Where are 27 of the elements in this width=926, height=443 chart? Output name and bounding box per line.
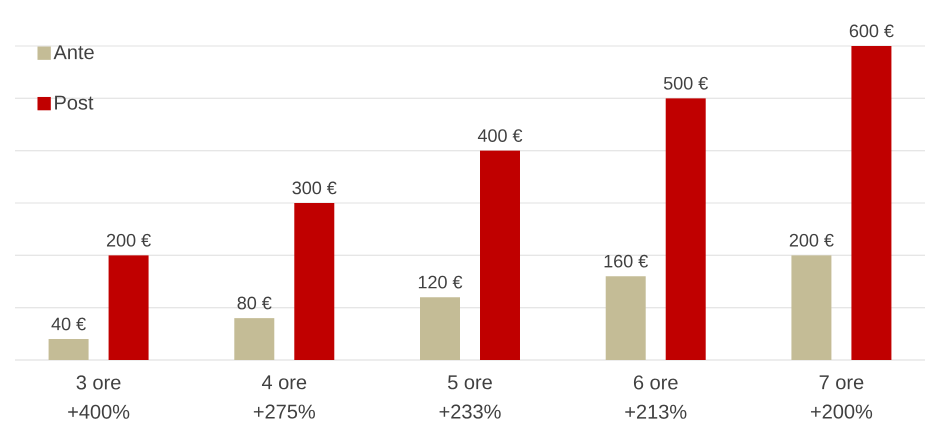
legend-label: Post [55,96,94,110]
data-label: 200 € [106,234,151,247]
data-label: 600 € [850,24,894,38]
x-tick-label: 4 ore +275% [254,375,315,419]
bar [294,202,334,360]
x-tick-label: 3 ore +400% [68,375,130,419]
bar [791,255,832,360]
bar [48,339,89,360]
data-label: 80 € [238,296,272,310]
data-label: 160 € [604,254,648,268]
x-tick-label: 6 ore +213% [625,375,686,419]
data-label: 120 € [418,276,462,288]
legend-label: Ante [54,45,94,60]
bar [606,276,646,360]
data-label: 300 € [292,182,337,194]
bar [234,318,274,360]
bar [480,150,520,360]
bar [108,255,149,360]
bar [666,98,706,360]
data-label: 40 € [51,318,86,330]
bar [420,297,460,360]
data-label: 400 € [478,129,522,142]
x-tick-label: 5 ore +233% [440,375,501,419]
data-label: 500 € [664,76,708,90]
x-tick-label: 7 ore +200% [810,375,872,419]
bar [851,46,892,360]
data-label: 200 € [790,234,834,247]
